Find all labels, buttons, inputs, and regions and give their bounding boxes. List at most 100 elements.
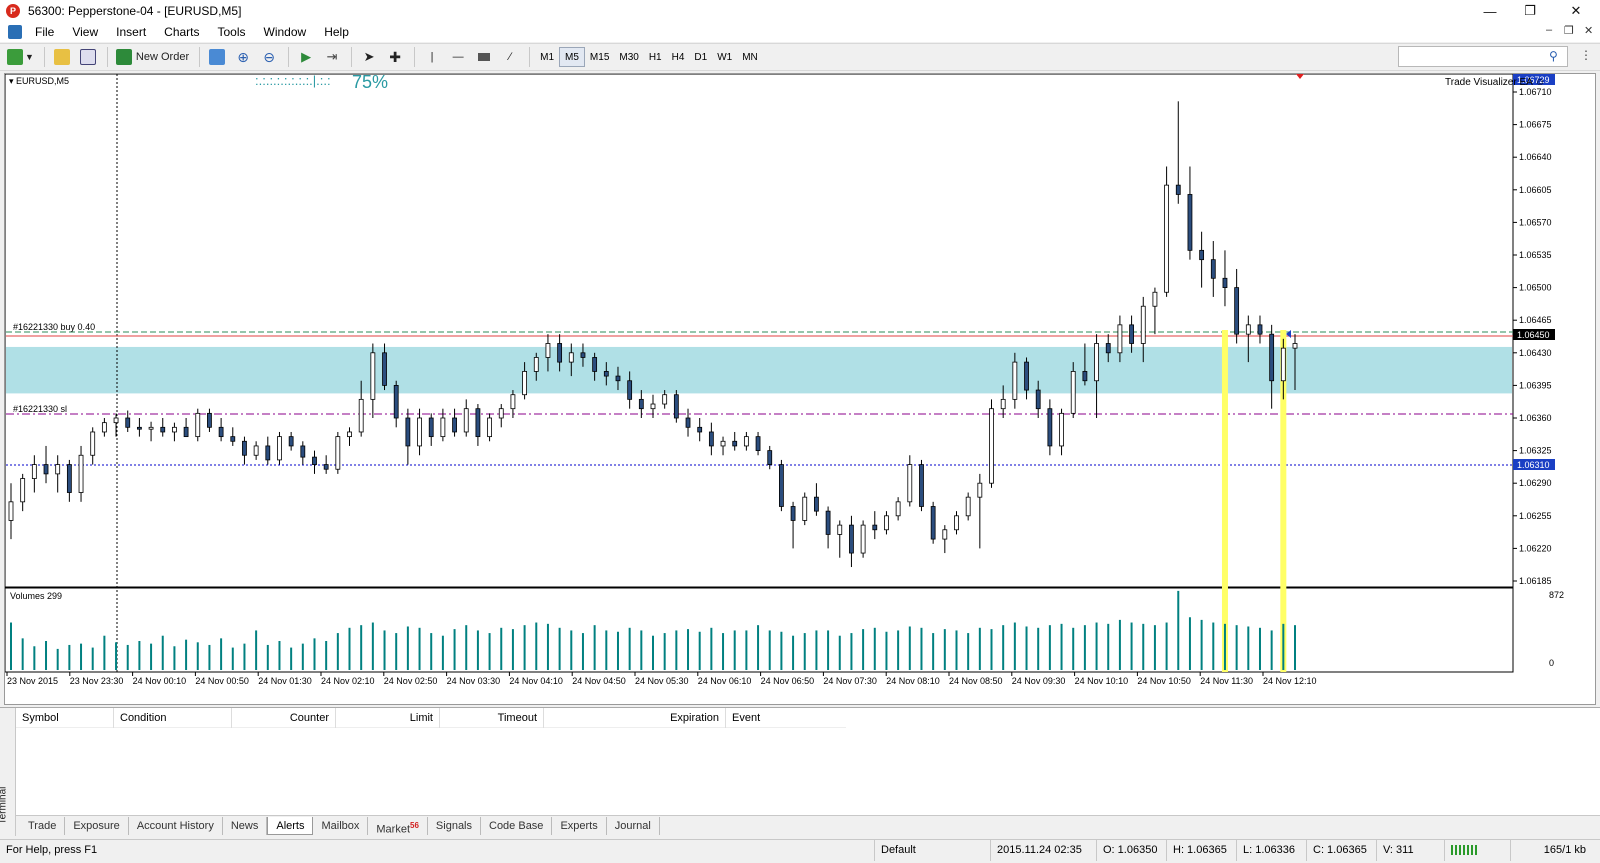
sl-line-label: #16221330 sl <box>13 404 68 414</box>
column-timeout[interactable]: Timeout <box>440 708 544 728</box>
profiles-button[interactable] <box>50 46 74 68</box>
candle-up <box>884 515 889 531</box>
candle-up <box>860 524 866 554</box>
volumes-label: Volumes 299 <box>10 591 63 601</box>
price-highlight-label: 1.06310 <box>1517 460 1550 470</box>
search-icon[interactable]: ⚲ <box>1549 49 1558 63</box>
tile-windows-button[interactable] <box>205 46 229 68</box>
timeframe-h1[interactable]: H1 <box>648 51 662 63</box>
candle-down <box>1035 389 1041 410</box>
chart-shift-button[interactable]: ⇥ <box>320 46 344 68</box>
new-order-button[interactable]: New Order <box>113 46 192 68</box>
candle-down <box>825 510 831 535</box>
timeframe-w1[interactable]: W1 <box>717 51 733 63</box>
price-highlight-label: 1.06729 <box>1517 75 1550 85</box>
minimize-icon[interactable]: — <box>1483 3 1497 19</box>
horizontal-line-button[interactable]: — <box>446 46 470 68</box>
candle-up <box>1070 371 1076 414</box>
status-profile[interactable]: Default <box>874 840 990 861</box>
candle-down <box>767 450 773 465</box>
title-bar: P 56300: Pepperstone-04 - [EURUSD,M5] — … <box>0 0 1600 22</box>
zoom-in-button[interactable]: ⊕ <box>231 46 255 68</box>
alerts-table-header: Symbol Condition Counter Limit Timeout E… <box>16 708 846 728</box>
toolbar-separator <box>288 47 290 67</box>
menu-tools[interactable]: Tools <box>217 25 246 39</box>
column-limit[interactable]: Limit <box>336 708 440 728</box>
timeframe-m30[interactable]: M30 <box>619 51 639 63</box>
mdi-close-icon[interactable]: ✕ <box>1584 25 1594 37</box>
candle-down <box>1222 277 1228 289</box>
crosshair-button[interactable]: ✚ <box>383 46 407 68</box>
mdi-minimize-icon[interactable]: – <box>1546 24 1553 36</box>
market-watch-button[interactable] <box>76 46 100 68</box>
candlestick-chart[interactable]: 1.06710 1.06675 1.06640 1.06605 1.06570 1.065… <box>5 74 1596 705</box>
indicator-dots: :.:.:.:.:.:.:.:.|.:.: <box>255 73 331 88</box>
candle-up <box>417 417 422 447</box>
menu-view[interactable]: View <box>72 25 99 39</box>
time-tick-label: 24 Nov 09:30 <box>1012 676 1066 686</box>
candle-up <box>172 426 177 433</box>
column-counter[interactable]: Counter <box>232 708 336 728</box>
tab-exposure[interactable]: Exposure <box>65 816 129 835</box>
menu-charts[interactable]: Charts <box>164 25 200 39</box>
zoom-out-button[interactable]: ⊖ <box>257 46 281 68</box>
candle-up <box>522 371 527 396</box>
tab-market[interactable]: Market56 <box>368 816 428 835</box>
tab-account-history[interactable]: Account History <box>129 816 223 835</box>
candle-down <box>1175 184 1181 195</box>
chart-window[interactable]: 1.06710 1.06675 1.06640 1.06605 1.06570 1.065… <box>4 73 1596 705</box>
menu-insert[interactable]: Insert <box>116 25 147 39</box>
tab-news[interactable]: News <box>223 816 268 835</box>
candle-up <box>498 408 504 419</box>
search-input[interactable] <box>1398 46 1568 67</box>
timeframe-m15[interactable]: M15 <box>589 51 610 63</box>
tab-trade[interactable]: Trade <box>20 816 66 835</box>
column-symbol[interactable]: Symbol <box>16 708 114 728</box>
cursor-button[interactable]: ➤ <box>357 46 381 68</box>
price-tick-label: 1.06570 <box>1519 217 1552 227</box>
column-event[interactable]: Event <box>732 712 761 724</box>
column-condition[interactable]: Condition <box>114 708 232 728</box>
tab-code-base[interactable]: Code Base <box>481 816 553 835</box>
terminal-side-label: Terminal <box>0 786 9 825</box>
candle-up <box>370 352 376 400</box>
price-tick-label: 1.06395 <box>1519 380 1552 390</box>
close-icon[interactable]: ✕ <box>1570 3 1582 18</box>
ea-label-text: Trade Visualizer EA <box>1445 77 1533 88</box>
chart-window-icon[interactable] <box>8 25 22 39</box>
timeframe-m5[interactable]: M5 <box>559 47 585 67</box>
mdi-restore-icon[interactable]: ❐ <box>1564 25 1574 37</box>
candle-down <box>183 426 189 438</box>
rectangle-button[interactable] <box>472 46 496 68</box>
time-tick-label: 24 Nov 00:10 <box>133 676 187 686</box>
trendline-icon: ∕ <box>509 51 512 63</box>
timeframe-m1[interactable]: M1 <box>540 51 555 63</box>
connection-bars-icon <box>1444 840 1510 861</box>
menu-help[interactable]: Help <box>324 25 349 39</box>
timeframe-h4[interactable]: H4 <box>671 51 685 63</box>
candle-up <box>895 501 901 517</box>
price-tick-label: 1.06640 <box>1519 152 1552 162</box>
tab-experts[interactable]: Experts <box>552 816 607 835</box>
toolbar-options-icon[interactable]: ⋮ <box>1580 48 1592 62</box>
restore-icon[interactable]: ❐ <box>1524 3 1536 18</box>
menu-file[interactable]: File <box>35 25 55 39</box>
column-expiration[interactable]: Expiration <box>544 708 726 728</box>
tab-journal[interactable]: Journal <box>607 816 660 835</box>
terminal-sidebar[interactable]: Terminal <box>0 708 16 836</box>
candle-up <box>942 529 948 540</box>
tab-signals[interactable]: Signals <box>428 816 481 835</box>
autoscroll-button[interactable]: ▶ <box>294 46 318 68</box>
timeframe-d1[interactable]: D1 <box>694 51 708 63</box>
trendline-button[interactable]: ∕ <box>498 46 522 68</box>
new-chart-button[interactable]: ▼ <box>4 46 37 68</box>
menu-window[interactable]: Window <box>263 25 307 39</box>
price-tick-label: 1.06325 <box>1519 446 1552 456</box>
tab-mailbox[interactable]: Mailbox <box>313 816 369 835</box>
timeframe-mn[interactable]: MN <box>742 51 758 63</box>
status-bar: For Help, press F1 Default 2015.11.24 02… <box>0 839 1600 861</box>
price-tick-label: 1.06465 <box>1519 315 1552 325</box>
vertical-line-button[interactable]: | <box>420 46 444 68</box>
time-tick-label: 24 Nov 00:50 <box>195 676 249 686</box>
tab-alerts[interactable]: Alerts <box>267 816 314 835</box>
